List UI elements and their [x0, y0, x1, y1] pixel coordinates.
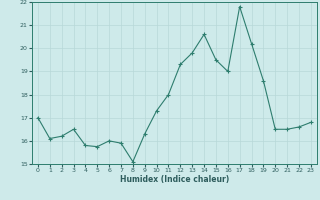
X-axis label: Humidex (Indice chaleur): Humidex (Indice chaleur): [120, 175, 229, 184]
